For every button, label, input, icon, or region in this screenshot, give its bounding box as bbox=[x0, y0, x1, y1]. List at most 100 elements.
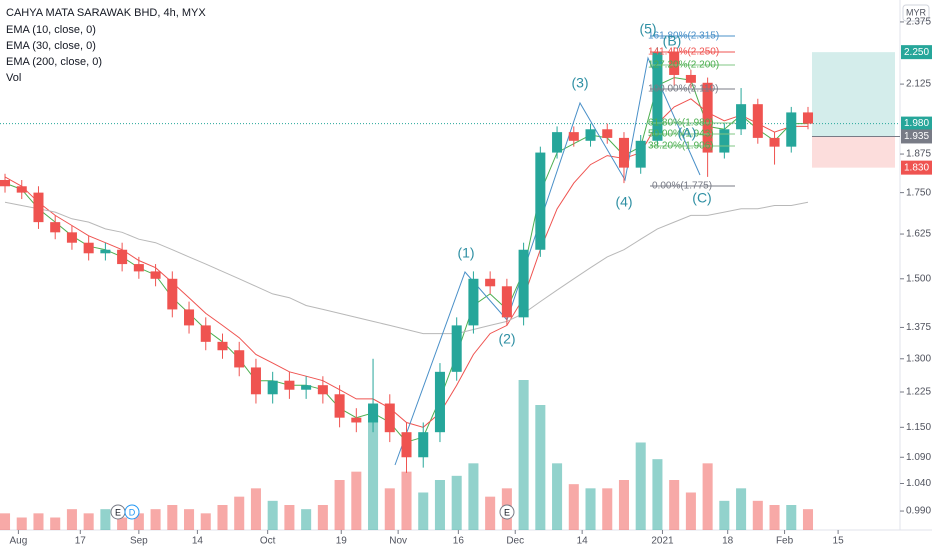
chart-title: CAHYA MATA SARAWAK BHD, 4h, MYX bbox=[6, 7, 206, 19]
legend-entry: EMA (10, close, 0) bbox=[6, 24, 96, 36]
x-tick-label: 14 bbox=[192, 536, 204, 547]
candle-body bbox=[200, 325, 211, 342]
fib-label: 161.80%(2.315) bbox=[648, 31, 719, 42]
candle-body bbox=[267, 380, 278, 395]
currency-label[interactable]: MYR bbox=[906, 7, 927, 17]
volume-bar bbox=[719, 500, 730, 530]
x-tick-label: Sep bbox=[130, 536, 148, 547]
candle-body bbox=[301, 385, 312, 390]
candle-body bbox=[100, 249, 111, 254]
fib-lines bbox=[650, 35, 735, 187]
event-icon[interactable] bbox=[124, 504, 140, 520]
price-label: 1.830 bbox=[904, 162, 929, 173]
volume-bar bbox=[334, 480, 345, 530]
y-tick-label: 1.150 bbox=[906, 422, 931, 433]
x-tick-label: 2021 bbox=[651, 536, 674, 547]
candle-body bbox=[501, 286, 512, 318]
candle-body bbox=[184, 309, 195, 326]
candle-body bbox=[50, 222, 61, 233]
candle-body bbox=[652, 52, 663, 141]
y-tick-label: 1.225 bbox=[906, 387, 931, 398]
volume-bar bbox=[0, 513, 11, 530]
target-zone bbox=[811, 52, 895, 137]
candle-body bbox=[16, 186, 27, 193]
x-tick-label: 16 bbox=[453, 536, 465, 547]
candle-body bbox=[434, 371, 445, 433]
x-tick-label: Aug bbox=[10, 536, 28, 547]
volume-bar bbox=[702, 463, 713, 530]
volume-bar bbox=[50, 517, 61, 530]
volume-bar bbox=[250, 488, 261, 530]
wave-label: (A) bbox=[678, 125, 697, 141]
volume-bar bbox=[267, 500, 278, 530]
volume-bar bbox=[602, 488, 613, 530]
event-label[interactable]: D bbox=[129, 507, 136, 517]
currency-box[interactable] bbox=[902, 4, 930, 22]
x-tick-label: 19 bbox=[336, 536, 348, 547]
candle-body bbox=[234, 350, 245, 368]
event-icon[interactable] bbox=[499, 504, 515, 520]
candle-body bbox=[585, 129, 596, 141]
candle-body bbox=[401, 432, 412, 458]
candle-body bbox=[250, 367, 261, 395]
volume-bar bbox=[568, 484, 579, 530]
volume-bar bbox=[552, 463, 563, 530]
volume-bar bbox=[284, 505, 295, 530]
fib-label: 38.20%(1.906) bbox=[648, 141, 714, 152]
wave-label: (C) bbox=[692, 190, 711, 206]
legend-entry: EMA (30, close, 0) bbox=[6, 40, 96, 52]
candle-body bbox=[418, 432, 429, 458]
y-tick-label: 1.875 bbox=[906, 149, 931, 160]
volume-bar bbox=[368, 405, 379, 530]
y-tick-label: 1.040 bbox=[906, 478, 931, 489]
price-label-box bbox=[901, 160, 932, 175]
event-label[interactable]: E bbox=[115, 507, 121, 517]
volume-bar bbox=[485, 496, 496, 530]
candle-body bbox=[334, 394, 345, 418]
candle-body bbox=[702, 82, 713, 153]
fib-label: 100.00%(2.110) bbox=[648, 84, 718, 95]
fib-label: 0.00%(1.775) bbox=[652, 181, 712, 192]
candle-body bbox=[351, 417, 362, 423]
candle-body bbox=[602, 129, 613, 138]
volume-bar bbox=[618, 480, 629, 530]
volume-bar bbox=[769, 505, 780, 530]
candle-body bbox=[752, 104, 763, 138]
y-tick-label: 0.990 bbox=[906, 506, 931, 517]
event-label[interactable]: E bbox=[504, 507, 510, 517]
candle-body bbox=[685, 74, 696, 83]
volume-bar bbox=[786, 505, 797, 530]
candle-body bbox=[719, 129, 730, 153]
candle-body bbox=[485, 278, 496, 287]
candle-body bbox=[518, 249, 529, 318]
fib-label: 50.00%(1.943) bbox=[648, 129, 714, 140]
candle-body bbox=[117, 249, 128, 265]
volume-bar bbox=[16, 517, 27, 530]
candle-body bbox=[468, 278, 479, 326]
volume-bar bbox=[83, 513, 94, 530]
volume-bar bbox=[117, 517, 128, 530]
legend-entry: Vol bbox=[6, 72, 21, 84]
candle-body bbox=[33, 192, 44, 223]
price-label: 1.980 bbox=[904, 118, 929, 129]
candle-body bbox=[669, 52, 680, 75]
volume-bar bbox=[635, 442, 646, 530]
candle-body bbox=[802, 112, 814, 124]
volume-bar bbox=[401, 471, 412, 530]
volume-bar bbox=[585, 488, 596, 530]
volume-bar bbox=[66, 509, 77, 530]
candle-body bbox=[451, 325, 462, 372]
price-label: 2.250 bbox=[904, 47, 929, 58]
volume-bar bbox=[33, 513, 44, 530]
volume-layer bbox=[0, 380, 814, 530]
volume-bar bbox=[301, 509, 312, 530]
y-tick-label: 1.500 bbox=[906, 273, 931, 284]
volume-bar bbox=[384, 488, 395, 530]
volume-bar bbox=[652, 459, 663, 530]
candle-body bbox=[217, 341, 228, 351]
candle-body bbox=[535, 152, 546, 250]
y-tick-label: 1.300 bbox=[906, 353, 931, 364]
x-tick-label: 15 bbox=[833, 536, 845, 547]
